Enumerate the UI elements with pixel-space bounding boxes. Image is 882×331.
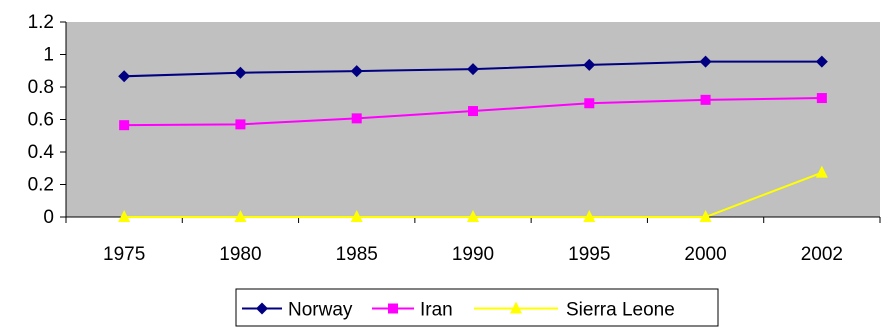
series-norway — [118, 55, 828, 83]
data-point-norway — [234, 66, 247, 79]
series-iran — [119, 93, 827, 131]
y-tick-label: 0.8 — [28, 77, 54, 98]
legend-label: Iran — [420, 300, 453, 321]
x-tick-label: 1990 — [452, 244, 494, 265]
y-tick-label: 1.2 — [28, 12, 54, 33]
y-tick-label: 0 — [43, 207, 54, 228]
series-layer — [118, 55, 828, 222]
data-point-iran — [235, 119, 246, 130]
data-point-sierra-leone — [234, 210, 247, 222]
data-point-norway — [699, 55, 712, 68]
x-tick-label: 2002 — [801, 244, 843, 265]
plot-area — [66, 22, 880, 217]
legend-item-norway: Norway — [242, 300, 353, 321]
x-tick-label: 2000 — [684, 244, 726, 265]
legend-item-sierra-leone: Sierra Leone — [474, 300, 675, 321]
data-point-norway — [467, 63, 479, 76]
legend: Norway Iran Sierra Leone — [235, 288, 719, 327]
y-tick-label: 1 — [43, 45, 54, 66]
data-point-iran — [119, 120, 130, 131]
data-point-norway — [583, 58, 596, 71]
y-tick-label: 0.6 — [28, 110, 54, 131]
y-tick-label: 0.2 — [28, 175, 54, 196]
x-tick-label: 1995 — [568, 244, 610, 265]
data-point-iran — [816, 93, 827, 104]
x-tick-label: 1985 — [336, 244, 378, 265]
data-point-sierra-leone — [350, 210, 363, 222]
data-point-iran — [700, 94, 711, 105]
data-point-norway — [118, 70, 131, 83]
data-point-norway — [350, 65, 363, 78]
data-point-sierra-leone — [467, 210, 479, 222]
legend-marker — [510, 301, 522, 314]
legend-marker — [388, 303, 398, 314]
legend-marker — [256, 302, 268, 315]
data-point-sierra-leone — [815, 165, 828, 178]
axes: 0 0.2 0.4 0.6 0.8 1 1.2 1975 1980 1985 1990 1995 200… — [28, 12, 881, 265]
data-point-iran — [584, 98, 595, 109]
data-point-iran — [468, 106, 478, 117]
data-point-iran — [351, 113, 362, 124]
y-tick-label: 0.4 — [28, 142, 55, 163]
data-point-sierra-leone — [583, 210, 596, 222]
x-tick-label: 1980 — [219, 244, 261, 265]
data-point-sierra-leone — [118, 210, 131, 222]
series-sierra-leone — [118, 165, 828, 222]
legend-label: Sierra Leone — [566, 300, 675, 321]
legend-label: Norway — [288, 300, 353, 321]
x-tick-label: 1975 — [103, 244, 145, 265]
data-point-norway — [815, 55, 828, 68]
data-point-sierra-leone — [699, 210, 712, 222]
legend-item-iran: Iran — [372, 300, 453, 321]
